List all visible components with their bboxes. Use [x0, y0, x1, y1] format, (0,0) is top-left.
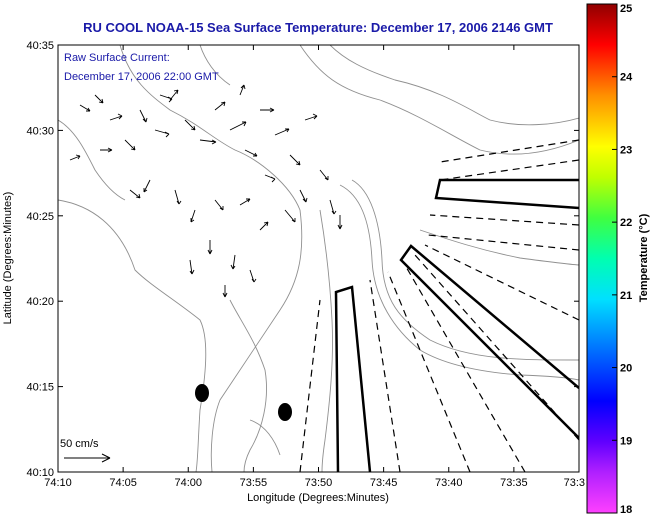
y-tick-label: 40:10: [26, 467, 54, 479]
chart-title: RU COOL NOAA-15 Sea Surface Temperature:…: [83, 20, 553, 35]
colorbar-tick-label: 19: [620, 435, 632, 447]
x-tick-label: 74:00: [174, 477, 202, 489]
x-tick-label: 73:3: [564, 477, 585, 489]
surface-current-vectors: [69, 84, 343, 298]
colorbar-tick-label: 24: [620, 72, 633, 84]
map-plot-area: [57, 44, 580, 473]
bathymetry-contours: [58, 45, 579, 472]
colorbar-gradient: [586, 3, 618, 514]
y-tick-label: 40:35: [26, 40, 54, 52]
masked-pixel-blob: [195, 384, 209, 402]
colorbar-label: Temperature (°C): [638, 213, 650, 302]
colorbar-tick-label: 22: [620, 217, 632, 229]
velocity-scale-arrow: 50 cm/s: [60, 438, 111, 463]
y-tick-label: 40:30: [26, 125, 54, 137]
x-axis-label: Longitude (Degrees:Minutes): [247, 492, 389, 504]
current-annotation-line2: December 17, 2006 22:00 GMT: [64, 71, 219, 83]
x-tick-label: 73:45: [370, 477, 398, 489]
colorbar-tick-label: 20: [620, 363, 632, 375]
y-tick-label: 40:25: [26, 211, 54, 223]
colorbar-tick-label: 23: [620, 144, 632, 156]
colorbar-tick-label: 25: [620, 3, 632, 15]
plot-background: [58, 45, 579, 472]
x-tick-label: 74:05: [109, 477, 137, 489]
x-tick-label: 73:35: [500, 477, 528, 489]
x-axis-ticks: 74:10 74:05 74:00 73:55 73:50 73:45 73:40 73:35…: [44, 45, 585, 489]
radar-sector-outlines: [334, 178, 579, 472]
x-tick-label: 73:40: [435, 477, 463, 489]
x-tick-label: 73:50: [305, 477, 333, 489]
x-tick-label: 73:55: [240, 477, 268, 489]
current-annotation-line1: Raw Surface Current:: [64, 52, 170, 64]
scale-arrow-label: 50 cm/s: [60, 438, 99, 450]
masked-pixel-blob: [278, 403, 292, 421]
y-tick-label: 40:15: [26, 382, 54, 394]
y-tick-label: 40:20: [26, 296, 54, 308]
y-axis-ticks: 40:10 40:15 40:20 40:25 40:30 40:35: [26, 40, 579, 479]
colorbar-tick-label: 18: [620, 504, 632, 516]
temperature-colorbar: 18 19 20 21 22 23 24 25 Temperature (°C): [586, 3, 650, 516]
colorbar-ticks: 18 19 20 21 22 23 24 25: [612, 3, 633, 516]
colorbar-tick-label: 21: [620, 290, 632, 302]
y-axis-label: Latitude (Degrees:Minutes): [2, 192, 14, 325]
x-tick-label: 74:10: [44, 477, 72, 489]
